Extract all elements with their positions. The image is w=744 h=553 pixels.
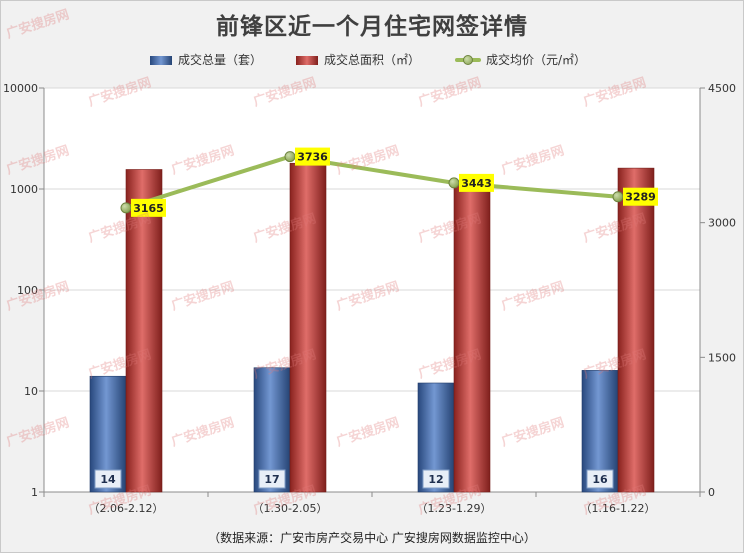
bar-value-label: 14 bbox=[100, 473, 116, 486]
price-point bbox=[448, 177, 460, 189]
source-note: （数据来源：广安市房产交易中心 广安搜房网数据监控中心） bbox=[208, 531, 536, 545]
bar-value-label-box bbox=[422, 469, 450, 489]
bar-series-1 bbox=[453, 184, 491, 493]
right-axis-label: 0 bbox=[708, 486, 715, 499]
legend-marker-price bbox=[463, 55, 473, 65]
legend-label-price: 成交均价（元/㎡） bbox=[486, 53, 587, 67]
price-point bbox=[120, 202, 132, 214]
price-value-label-box bbox=[131, 198, 166, 217]
right-axis-label: 3000 bbox=[708, 217, 736, 230]
price-value-label: 3443 bbox=[461, 177, 492, 190]
price-point bbox=[284, 151, 296, 163]
left-axis-label: 1 bbox=[31, 486, 38, 499]
legend-label-area: 成交总面积（㎡） bbox=[324, 53, 421, 67]
left-axis-label: 100 bbox=[17, 284, 38, 297]
bar-value-label-box bbox=[258, 469, 286, 489]
price-value-label: 3165 bbox=[133, 202, 164, 215]
price-line bbox=[124, 154, 620, 210]
price-value-label: 3289 bbox=[625, 191, 656, 204]
price-value-label-box bbox=[295, 147, 330, 166]
bar-series-1 bbox=[125, 169, 163, 493]
bar-value-label-box bbox=[586, 469, 614, 489]
bar-value-label: 12 bbox=[428, 473, 443, 486]
bar-value-label-box bbox=[94, 469, 122, 489]
price-point bbox=[612, 191, 624, 203]
category-label: （1.16-1.22） bbox=[581, 502, 656, 515]
category-label: （1.30-2.05） bbox=[253, 502, 328, 515]
price-value-label-box bbox=[459, 173, 494, 192]
left-axis-label: 10 bbox=[24, 385, 38, 398]
legend-label-units: 成交总量（套） bbox=[178, 53, 263, 67]
left-axis-label: 1000 bbox=[10, 183, 38, 196]
right-axis-label: 4500 bbox=[708, 82, 736, 95]
category-label: （2.06-2.12） bbox=[89, 502, 164, 515]
right-axis-label: 1500 bbox=[708, 351, 736, 364]
bar-series-1 bbox=[617, 167, 655, 493]
left-axis-label: 10000 bbox=[3, 82, 38, 95]
legend: 成交总量（套） 成交总面积（㎡） 成交均价（元/㎡） bbox=[0, 50, 744, 70]
bar-value-label: 16 bbox=[592, 473, 608, 486]
chart-title: 前锋区近一个月住宅网签详情 bbox=[216, 14, 528, 40]
legend-swatch-area bbox=[296, 56, 318, 65]
category-label: （1.23-1.29） bbox=[417, 502, 492, 515]
legend-swatch-units bbox=[150, 56, 172, 65]
price-value-label: 3736 bbox=[297, 151, 328, 164]
bar-value-label: 17 bbox=[264, 473, 279, 486]
price-value-label-box bbox=[623, 187, 658, 206]
